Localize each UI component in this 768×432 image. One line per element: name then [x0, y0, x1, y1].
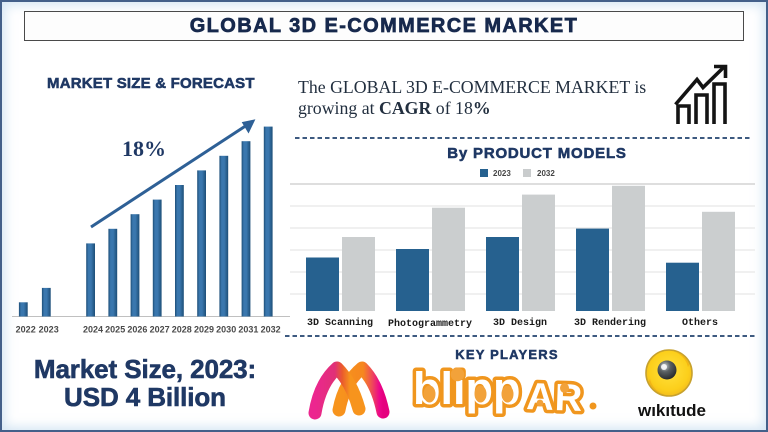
svg-text:Photogrammetry: Photogrammetry: [388, 318, 472, 330]
svg-text:2024: 2024: [83, 325, 103, 335]
svg-text:2028: 2028: [172, 325, 192, 335]
svg-text:2032: 2032: [261, 325, 281, 335]
svg-text:2025: 2025: [105, 325, 125, 335]
svg-text:2030: 2030: [216, 325, 236, 335]
svg-text:3D Rendering: 3D Rendering: [574, 317, 646, 329]
svg-text:2023: 2023: [39, 325, 59, 335]
svg-text:Others: Others: [682, 317, 718, 329]
svg-text:AR: AR: [526, 376, 584, 420]
svg-text:2022: 2022: [16, 325, 36, 335]
svg-text:2026: 2026: [127, 325, 147, 335]
svg-text:2027: 2027: [150, 325, 170, 335]
svg-text:2029: 2029: [194, 325, 214, 335]
svg-text:3D Scanning: 3D Scanning: [307, 317, 373, 329]
svg-text:3D Design: 3D Design: [493, 317, 547, 329]
svg-text:2031: 2031: [238, 325, 258, 335]
